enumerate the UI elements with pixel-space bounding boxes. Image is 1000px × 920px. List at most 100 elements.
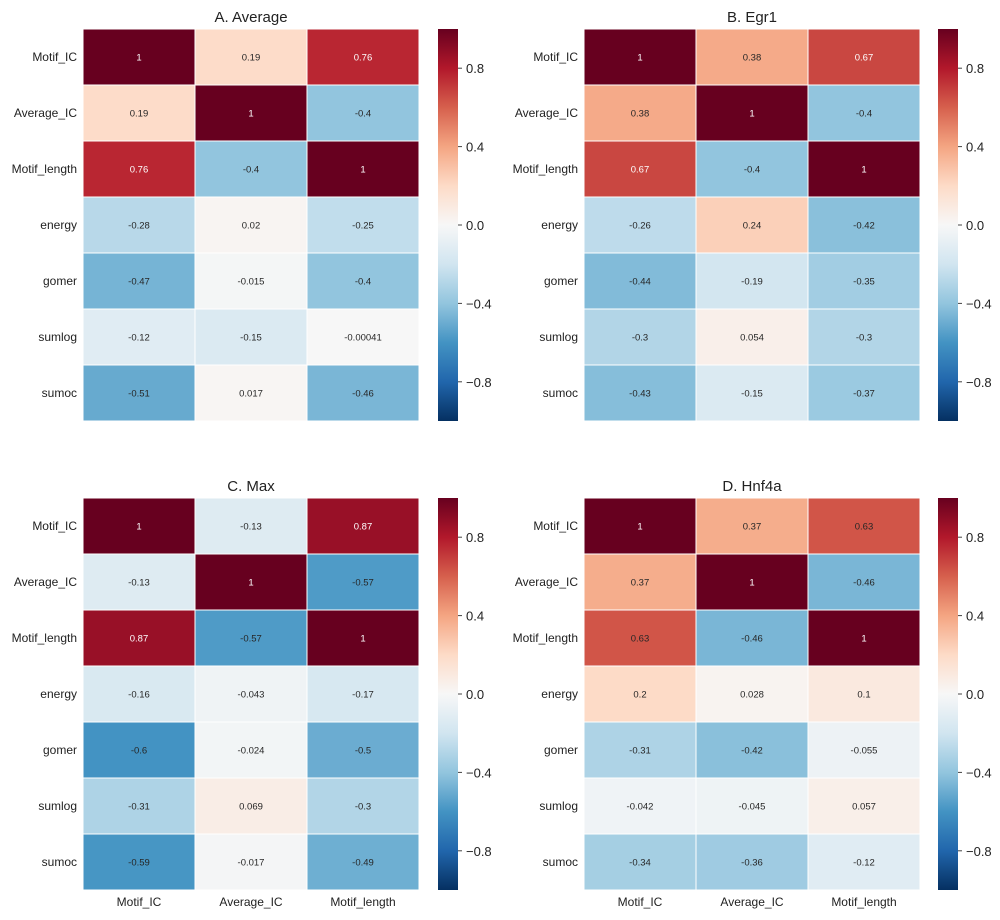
- cell-value-label: 0.76: [130, 165, 149, 176]
- cell-value-label: -0.12: [128, 333, 150, 344]
- heatmap-cell: [82, 364, 196, 422]
- colorbar-tick-label: 0.8: [466, 530, 484, 545]
- cell-value-label: 1: [637, 53, 642, 64]
- row-label: gomer: [43, 743, 77, 757]
- cell-value-label: -0.31: [629, 746, 651, 757]
- heatmap-cell: [306, 84, 420, 142]
- cell-value-label: -0.6: [131, 746, 147, 757]
- row-label: gomer: [544, 274, 578, 288]
- cell-value-label: 0.057: [852, 802, 876, 813]
- colorbar-tick-label: −0.8: [466, 375, 492, 390]
- cell-value-label: 1: [360, 634, 365, 645]
- cell-value-label: 1: [637, 522, 642, 533]
- colorbar-tick-label: −0.8: [466, 844, 492, 859]
- panel-title: A. Average: [214, 9, 287, 26]
- heatmap-cell: [194, 833, 308, 891]
- heatmap-cell: [807, 140, 921, 198]
- heatmap-cell: [82, 28, 196, 86]
- heatmap-cell: [583, 777, 697, 835]
- cell-value-label: -0.4: [744, 165, 760, 176]
- heatmap-cell: [583, 252, 697, 310]
- heatmap-cell: [82, 497, 196, 555]
- cell-value-label: 0.1: [857, 690, 870, 701]
- row-label: sumlog: [38, 799, 77, 813]
- cell-value-label: -0.5: [355, 746, 371, 757]
- column-label: Average_IC: [720, 895, 783, 909]
- cell-value-label: -0.00041: [344, 333, 382, 344]
- row-label: sumoc: [42, 386, 77, 400]
- colorbar: [938, 498, 958, 890]
- row-label: sumlog: [539, 330, 578, 344]
- panel-title: C. Max: [227, 478, 275, 495]
- heatmap-cell: [306, 721, 420, 779]
- cell-value-label: -0.4: [355, 109, 371, 120]
- cell-value-label: -0.055: [851, 746, 878, 757]
- heatmap-cell: [194, 308, 308, 366]
- heatmap-cell: [807, 553, 921, 611]
- heatmap-cell: [807, 497, 921, 555]
- heatmap-cell: [807, 28, 921, 86]
- colorbar: [938, 29, 958, 421]
- heatmap-cell: [583, 28, 697, 86]
- cell-value-label: -0.57: [240, 634, 262, 645]
- cell-value-label: -0.51: [128, 389, 150, 400]
- heatmap-cell: [82, 252, 196, 310]
- cell-value-label: -0.17: [352, 690, 374, 701]
- cell-value-label: -0.35: [853, 277, 875, 288]
- colorbar-tick-label: 0.8: [966, 61, 984, 76]
- heatmap-panel-1: A. Average 1 0.19 0.76 0.19 1 -0.4 0.76 -0.4 1 -0.…: [12, 9, 492, 422]
- cell-value-label: 1: [360, 165, 365, 176]
- colorbar-tick-label: 0.4: [966, 609, 984, 624]
- heatmap-cell: [194, 140, 308, 198]
- cell-value-label: -0.34: [629, 858, 651, 869]
- heatmap-cell: [194, 252, 308, 310]
- heatmap-cell: [306, 196, 420, 254]
- cell-value-label: 1: [861, 165, 866, 176]
- cell-value-label: 0.37: [631, 578, 650, 589]
- cell-value-label: -0.12: [853, 858, 875, 869]
- heatmap-cell: [194, 777, 308, 835]
- cell-value-label: 0.63: [855, 522, 874, 533]
- heatmap-cell: [82, 721, 196, 779]
- row-label: gomer: [544, 743, 578, 757]
- cell-value-label: 0.054: [740, 333, 764, 344]
- cell-value-label: 0.76: [354, 53, 373, 64]
- heatmap-cell: [695, 721, 809, 779]
- heatmap-cell: [695, 497, 809, 555]
- cell-value-label: -0.43: [629, 389, 651, 400]
- colorbar-tick-label: 0.0: [966, 687, 984, 702]
- heatmap-cell: [306, 665, 420, 723]
- heatmap-cell: [695, 833, 809, 891]
- cell-value-label: -0.13: [240, 522, 262, 533]
- heatmap-cell: [306, 308, 420, 366]
- cell-value-label: 0.87: [130, 634, 149, 645]
- cell-value-label: 0.017: [239, 389, 263, 400]
- colorbar-tick-label: 0.0: [466, 218, 484, 233]
- cell-value-label: -0.19: [741, 277, 763, 288]
- cell-value-label: -0.13: [128, 578, 150, 589]
- colorbar-tick-label: −0.8: [966, 844, 992, 859]
- heatmap-panel-2: B. Egr1 1 0.38 0.67 0.38 1 -0.4 0.67 -0.4 1 -0.26 0…: [513, 9, 992, 422]
- heatmap-cell: [306, 28, 420, 86]
- row-label: energy: [40, 218, 77, 232]
- heatmap-panel-3: C. Max 1 -0.13 0.87 -0.13 1 -0.57 0.87 -0.57 1 -0.…: [12, 478, 492, 909]
- cell-value-label: -0.37: [853, 389, 875, 400]
- row-label: sumlog: [539, 799, 578, 813]
- row-label: Motif_IC: [533, 519, 578, 533]
- cell-value-label: 0.19: [242, 53, 261, 64]
- row-label: sumoc: [543, 386, 578, 400]
- cell-value-label: -0.045: [739, 802, 766, 813]
- cell-value-label: -0.28: [128, 221, 150, 232]
- heatmap-cell: [306, 252, 420, 310]
- cell-value-label: -0.043: [238, 690, 265, 701]
- heatmap-cell: [807, 777, 921, 835]
- cell-value-label: 1: [861, 634, 866, 645]
- cell-value-label: -0.42: [853, 221, 875, 232]
- cell-value-label: -0.015: [238, 277, 265, 288]
- heatmap-cell: [82, 665, 196, 723]
- heatmap-cell: [695, 308, 809, 366]
- cell-value-label: 0.38: [743, 53, 762, 64]
- cell-value-label: -0.25: [352, 221, 374, 232]
- heatmap-cell: [82, 308, 196, 366]
- colorbar: [438, 29, 458, 421]
